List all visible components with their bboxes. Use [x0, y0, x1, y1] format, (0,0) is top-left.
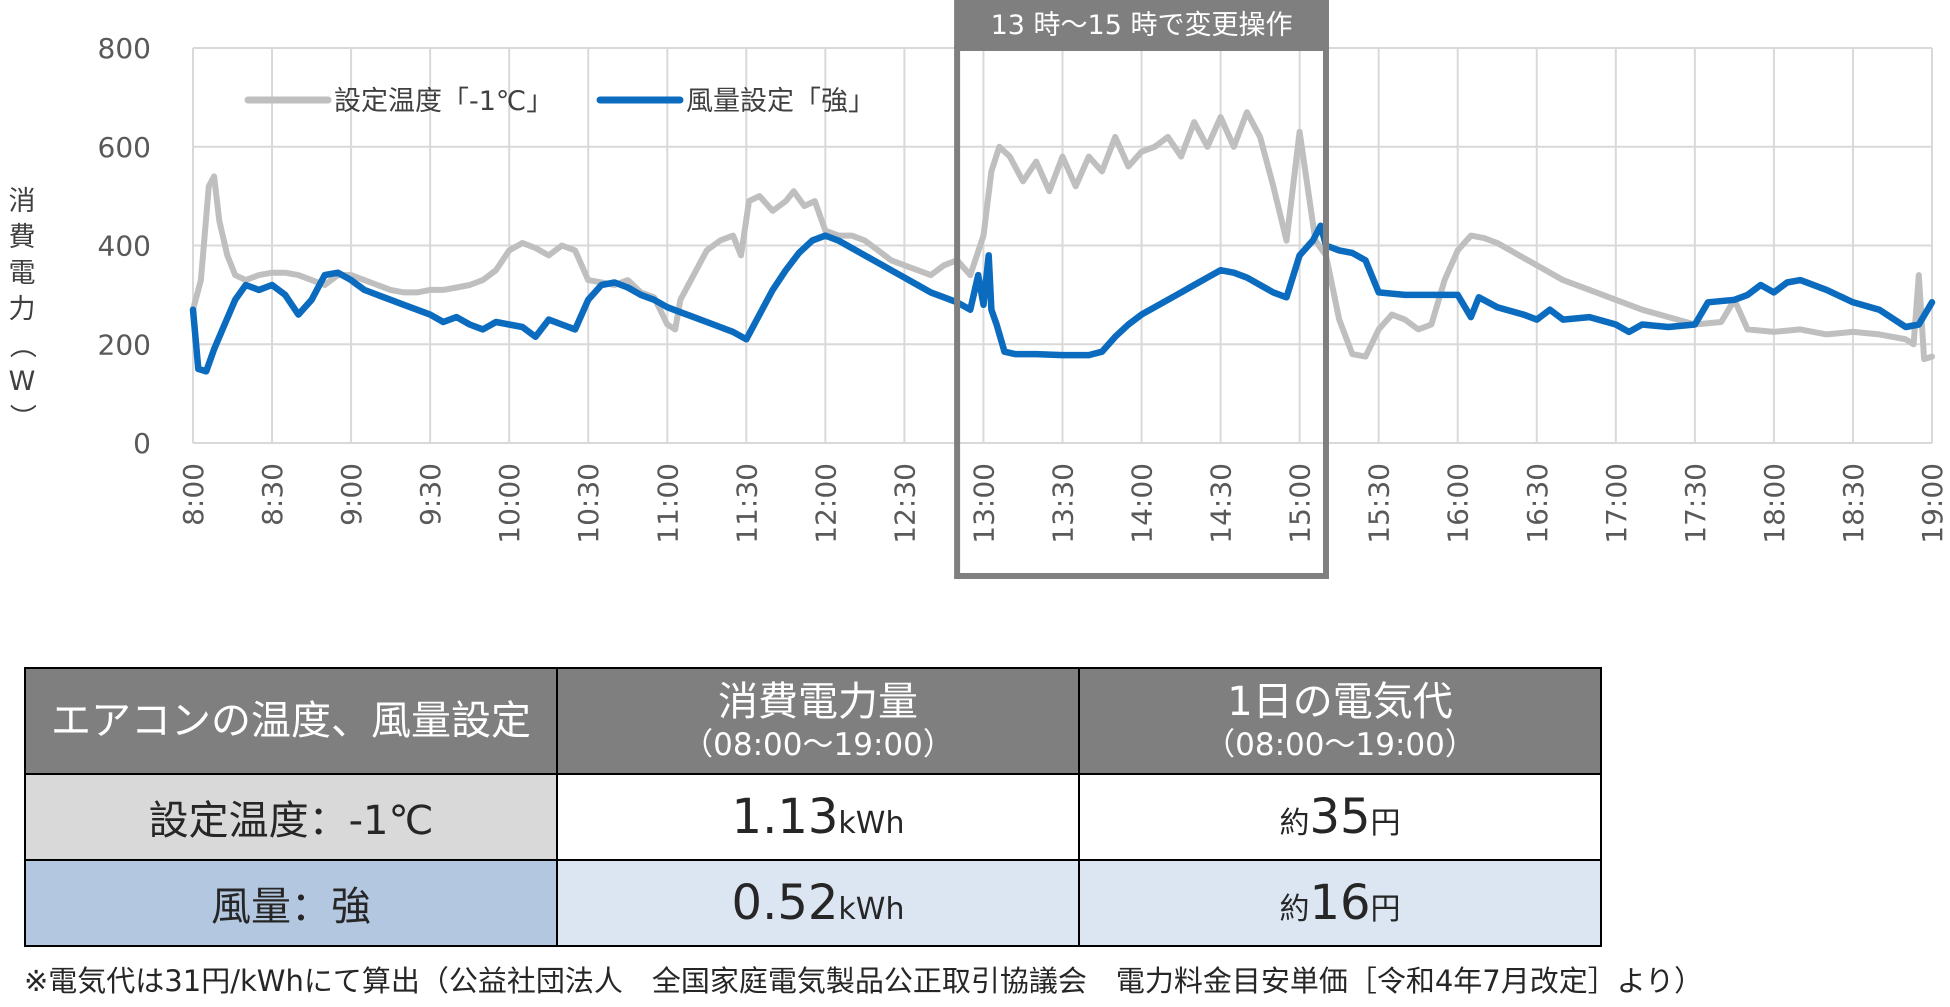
chart-legend: 設定温度「-1℃」 風量設定「強」 — [244, 86, 875, 117]
header-cost: 1日の電気代 （08:00～19:00） — [1078, 667, 1602, 775]
x-tick-label: 16:00 — [1442, 463, 1475, 544]
y-axis-label: 消費電力 （ W ） — [6, 186, 37, 431]
highlight-label: 13 時～15 時で変更操作 — [991, 10, 1293, 41]
legend-label-2: 風量設定「強」 — [686, 86, 875, 117]
footnote: ※電気代は31円/kWhにて算出（公益社団法人 全国家庭電気製品公正取引協議会 … — [24, 964, 1704, 998]
x-tick-label: 18:00 — [1758, 463, 1791, 544]
series-line-2 — [189, 222, 1936, 375]
highlight-box: 13 時～15 時で変更操作 — [954, 0, 1329, 579]
header-setting: エアコンの温度、風量設定 — [24, 667, 558, 775]
energy-cell: 1.13kWh — [556, 773, 1080, 861]
row-label: 風量：強 — [24, 859, 558, 947]
cost-prefix: 約 — [1279, 806, 1310, 841]
cost-prefix: 約 — [1279, 892, 1310, 927]
x-tick-label: 8:00 — [177, 463, 210, 526]
x-tick-label: 11:00 — [651, 463, 684, 544]
y-axis-label-char: 費 — [9, 222, 36, 253]
energy-value: 0.52 — [731, 875, 839, 931]
x-tick-label: 14:00 — [1126, 463, 1159, 544]
header-cost-period: （08:00～19:00） — [1204, 727, 1476, 763]
y-tick-label: 0 — [133, 427, 151, 460]
header-energy: 消費電力量 （08:00～19:00） — [556, 667, 1080, 775]
x-tick-label: 12:00 — [809, 463, 842, 544]
cost-unit: 円 — [1370, 806, 1401, 841]
y-tick-label: 600 — [98, 131, 151, 164]
x-tick-label: 11:30 — [730, 463, 763, 544]
table-row: 風量：強 0.52kWh 約16円 — [24, 859, 1602, 947]
x-tick-label: 18:30 — [1837, 463, 1870, 544]
y-axis-label-char: 力 — [9, 294, 36, 325]
cost-value: 16 — [1309, 875, 1371, 931]
x-tick-label: 8:30 — [256, 463, 289, 526]
x-tick-label: 10:30 — [572, 463, 605, 544]
y-tick-label: 200 — [98, 328, 151, 361]
summary-table: エアコンの温度、風量設定 消費電力量 （08:00～19:00） 1日の電気代 … — [24, 667, 1602, 947]
y-axis-label-char: W — [9, 366, 36, 397]
legend-label-1: 設定温度「-1℃」 — [334, 86, 553, 117]
highlight-label-bg — [954, 0, 1329, 48]
row-label: 設定温度：-1℃ — [24, 773, 558, 861]
table-row: 設定温度：-1℃ 1.13kWh 約35円 — [24, 773, 1602, 861]
header-energy-period: （08:00～19:00） — [682, 727, 954, 763]
y-tick-label: 800 — [98, 32, 151, 65]
x-tick-label: 15:30 — [1363, 463, 1396, 544]
x-tick-label: 16:30 — [1521, 463, 1554, 544]
x-tick-label: 13:30 — [1047, 463, 1080, 544]
x-tick-label: 17:00 — [1600, 463, 1633, 544]
energy-unit: kWh — [838, 892, 905, 927]
x-tick-label: 14:30 — [1205, 463, 1238, 544]
cost-cell: 約35円 — [1078, 773, 1602, 861]
x-tick-label: 15:00 — [1284, 463, 1317, 544]
cost-unit: 円 — [1370, 892, 1401, 927]
table-header-row: エアコンの温度、風量設定 消費電力量 （08:00～19:00） 1日の電気代 … — [24, 667, 1602, 775]
x-tick-label: 9:00 — [335, 463, 368, 526]
x-tick-label: 19:00 — [1916, 463, 1949, 544]
y-tick-label: 400 — [98, 230, 151, 263]
x-tick-label: 13:00 — [967, 463, 1000, 544]
header-cost-label: 1日の電気代 — [1227, 679, 1453, 725]
cost-cell: 約16円 — [1078, 859, 1602, 947]
energy-cell: 0.52kWh — [556, 859, 1080, 947]
x-tick-label: 9:30 — [414, 463, 447, 526]
y-axis-label-char: （ — [6, 332, 37, 359]
y-axis-label-char: ） — [6, 404, 37, 431]
energy-value: 1.13 — [731, 789, 839, 845]
x-tick-label: 17:30 — [1679, 463, 1712, 544]
header-setting-label: エアコンの温度、風量設定 — [51, 698, 531, 744]
x-tick-label: 10:00 — [493, 463, 526, 544]
x-axis-ticks: 8:00 8:30 9:00 9:30 10:00 10:30 11:00 11:30 12:0… — [177, 463, 1949, 544]
power-consumption-chart: 0 200 400 600 800 8:00 8:30 9:00 9:30 10:00 10:30… — [6, 0, 1949, 579]
y-axis-label-char: 電 — [9, 258, 36, 289]
cost-value: 35 — [1309, 789, 1371, 845]
y-axis-label-char: 消 — [9, 186, 36, 217]
y-axis-ticks: 0 200 400 600 800 — [98, 32, 151, 460]
x-tick-label: 12:30 — [888, 463, 921, 544]
header-energy-label: 消費電力量 — [718, 679, 918, 725]
energy-unit: kWh — [838, 806, 905, 841]
